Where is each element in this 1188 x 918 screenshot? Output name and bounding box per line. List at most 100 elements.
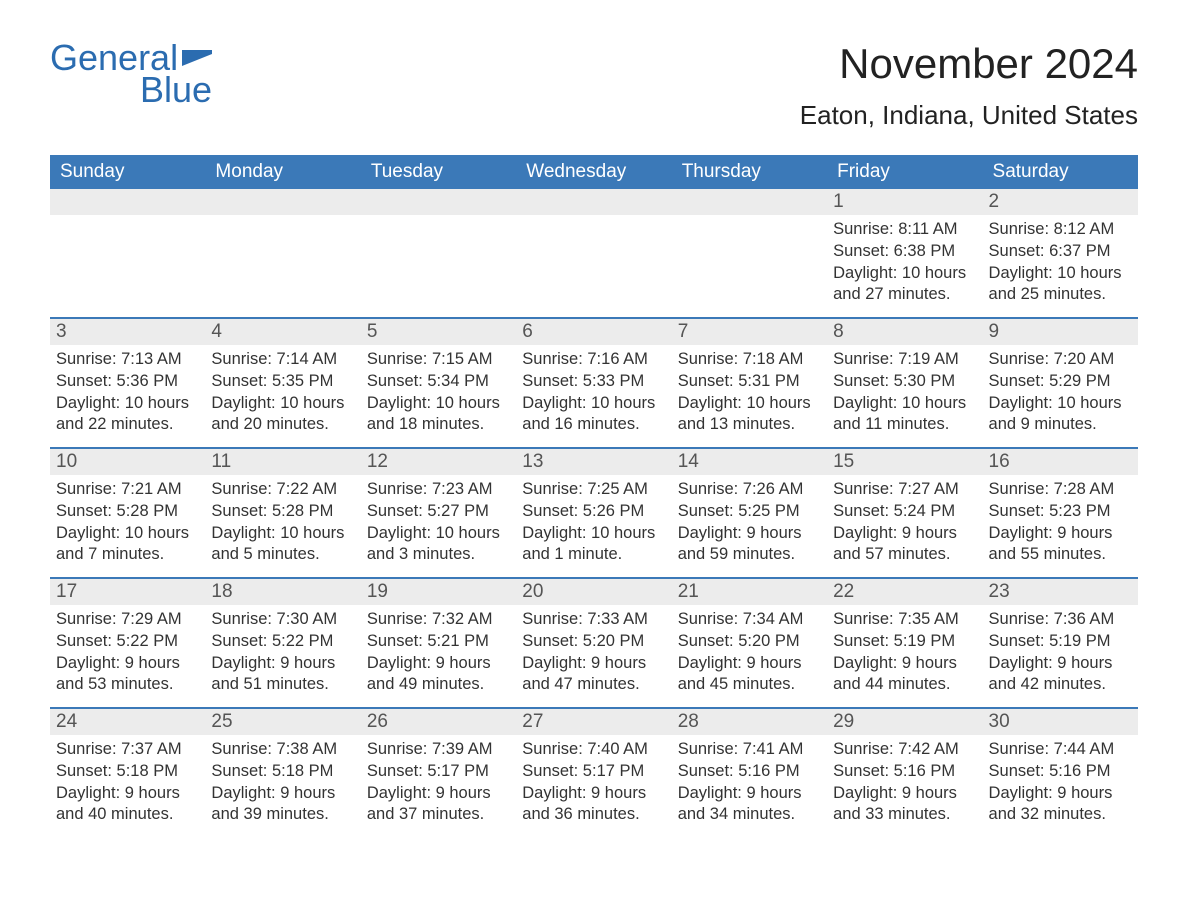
- sunrise-text: Sunrise: 8:11 AM: [833, 219, 976, 241]
- daylight-text: Daylight: 9 hours and 59 minutes.: [678, 523, 821, 567]
- sunrise-text: Sunrise: 7:25 AM: [522, 479, 665, 501]
- daylight-text: Daylight: 9 hours and 40 minutes.: [56, 783, 199, 827]
- sunrise-text: Sunrise: 7:23 AM: [367, 479, 510, 501]
- day-number: 11: [205, 449, 360, 475]
- sunset-text: Sunset: 5:29 PM: [989, 371, 1132, 393]
- day-body: Sunrise: 7:44 AMSunset: 5:16 PMDaylight:…: [983, 735, 1138, 834]
- day-cell: 10Sunrise: 7:21 AMSunset: 5:28 PMDayligh…: [50, 449, 205, 578]
- day-cell: 15Sunrise: 7:27 AMSunset: 5:24 PMDayligh…: [827, 449, 982, 578]
- daylight-text: Daylight: 9 hours and 51 minutes.: [211, 653, 354, 697]
- sunset-text: Sunset: 6:38 PM: [833, 241, 976, 263]
- sunrise-text: Sunrise: 7:27 AM: [833, 479, 976, 501]
- sunrise-text: Sunrise: 7:32 AM: [367, 609, 510, 631]
- sunset-text: Sunset: 5:18 PM: [211, 761, 354, 783]
- day-body: Sunrise: 7:23 AMSunset: 5:27 PMDaylight:…: [361, 475, 516, 574]
- day-cell: 12Sunrise: 7:23 AMSunset: 5:27 PMDayligh…: [361, 449, 516, 578]
- month-title: November 2024: [800, 40, 1138, 88]
- day-number: 14: [672, 449, 827, 475]
- sunrise-text: Sunrise: 7:35 AM: [833, 609, 976, 631]
- day-cell: 19Sunrise: 7:32 AMSunset: 5:21 PMDayligh…: [361, 579, 516, 708]
- daylight-text: Daylight: 10 hours and 11 minutes.: [833, 393, 976, 437]
- daylight-text: Daylight: 9 hours and 55 minutes.: [989, 523, 1132, 567]
- day-cell: 7Sunrise: 7:18 AMSunset: 5:31 PMDaylight…: [672, 319, 827, 448]
- sunset-text: Sunset: 5:30 PM: [833, 371, 976, 393]
- day-number: 4: [205, 319, 360, 345]
- day-cell: 24Sunrise: 7:37 AMSunset: 5:18 PMDayligh…: [50, 709, 205, 837]
- sunrise-text: Sunrise: 7:42 AM: [833, 739, 976, 761]
- daylight-text: Daylight: 10 hours and 9 minutes.: [989, 393, 1132, 437]
- day-body: [361, 215, 516, 227]
- day-cell: 5Sunrise: 7:15 AMSunset: 5:34 PMDaylight…: [361, 319, 516, 448]
- sunrise-text: Sunrise: 7:15 AM: [367, 349, 510, 371]
- day-body: Sunrise: 7:25 AMSunset: 5:26 PMDaylight:…: [516, 475, 671, 574]
- day-body: Sunrise: 7:26 AMSunset: 5:25 PMDaylight:…: [672, 475, 827, 574]
- sunrise-text: Sunrise: 7:26 AM: [678, 479, 821, 501]
- sunrise-text: Sunrise: 7:36 AM: [989, 609, 1132, 631]
- sunset-text: Sunset: 5:19 PM: [989, 631, 1132, 653]
- day-number: [361, 189, 516, 215]
- calendar-table: Sunday Monday Tuesday Wednesday Thursday…: [50, 155, 1138, 837]
- location: Eaton, Indiana, United States: [800, 100, 1138, 131]
- day-number: 26: [361, 709, 516, 735]
- week-row: 1Sunrise: 8:11 AMSunset: 6:38 PMDaylight…: [50, 189, 1138, 318]
- day-cell: 29Sunrise: 7:42 AMSunset: 5:16 PMDayligh…: [827, 709, 982, 837]
- day-cell: [516, 189, 671, 318]
- day-body: Sunrise: 8:12 AMSunset: 6:37 PMDaylight:…: [983, 215, 1138, 314]
- day-number: 1: [827, 189, 982, 215]
- day-number: [50, 189, 205, 215]
- day-body: Sunrise: 7:30 AMSunset: 5:22 PMDaylight:…: [205, 605, 360, 704]
- daylight-text: Daylight: 9 hours and 49 minutes.: [367, 653, 510, 697]
- daylight-text: Daylight: 9 hours and 33 minutes.: [833, 783, 976, 827]
- sunrise-text: Sunrise: 7:34 AM: [678, 609, 821, 631]
- sunset-text: Sunset: 5:19 PM: [833, 631, 976, 653]
- sunset-text: Sunset: 5:33 PM: [522, 371, 665, 393]
- sunset-text: Sunset: 5:18 PM: [56, 761, 199, 783]
- daylight-text: Daylight: 10 hours and 20 minutes.: [211, 393, 354, 437]
- day-cell: [361, 189, 516, 318]
- daylight-text: Daylight: 9 hours and 36 minutes.: [522, 783, 665, 827]
- sunset-text: Sunset: 5:20 PM: [522, 631, 665, 653]
- day-number: 20: [516, 579, 671, 605]
- day-body: Sunrise: 7:36 AMSunset: 5:19 PMDaylight:…: [983, 605, 1138, 704]
- day-cell: 22Sunrise: 7:35 AMSunset: 5:19 PMDayligh…: [827, 579, 982, 708]
- week-row: 10Sunrise: 7:21 AMSunset: 5:28 PMDayligh…: [50, 449, 1138, 578]
- sunset-text: Sunset: 5:24 PM: [833, 501, 976, 523]
- day-number: 21: [672, 579, 827, 605]
- sunset-text: Sunset: 5:25 PM: [678, 501, 821, 523]
- sunset-text: Sunset: 5:20 PM: [678, 631, 821, 653]
- day-cell: 25Sunrise: 7:38 AMSunset: 5:18 PMDayligh…: [205, 709, 360, 837]
- day-cell: 28Sunrise: 7:41 AMSunset: 5:16 PMDayligh…: [672, 709, 827, 837]
- day-header: Thursday: [672, 155, 827, 189]
- day-body: [50, 215, 205, 227]
- day-number: 3: [50, 319, 205, 345]
- sunset-text: Sunset: 5:23 PM: [989, 501, 1132, 523]
- daylight-text: Daylight: 9 hours and 44 minutes.: [833, 653, 976, 697]
- day-cell: 17Sunrise: 7:29 AMSunset: 5:22 PMDayligh…: [50, 579, 205, 708]
- sunrise-text: Sunrise: 7:21 AM: [56, 479, 199, 501]
- day-cell: [205, 189, 360, 318]
- daylight-text: Daylight: 10 hours and 1 minute.: [522, 523, 665, 567]
- sunset-text: Sunset: 5:22 PM: [211, 631, 354, 653]
- day-cell: 18Sunrise: 7:30 AMSunset: 5:22 PMDayligh…: [205, 579, 360, 708]
- logo: General Blue: [50, 40, 212, 108]
- sunrise-text: Sunrise: 7:33 AM: [522, 609, 665, 631]
- day-body: Sunrise: 7:18 AMSunset: 5:31 PMDaylight:…: [672, 345, 827, 444]
- day-body: [205, 215, 360, 227]
- sunrise-text: Sunrise: 7:39 AM: [367, 739, 510, 761]
- day-cell: 11Sunrise: 7:22 AMSunset: 5:28 PMDayligh…: [205, 449, 360, 578]
- daylight-text: Daylight: 10 hours and 22 minutes.: [56, 393, 199, 437]
- sunset-text: Sunset: 5:27 PM: [367, 501, 510, 523]
- daylight-text: Daylight: 10 hours and 25 minutes.: [989, 263, 1132, 307]
- week-row: 3Sunrise: 7:13 AMSunset: 5:36 PMDaylight…: [50, 319, 1138, 448]
- day-number: 30: [983, 709, 1138, 735]
- sunset-text: Sunset: 5:31 PM: [678, 371, 821, 393]
- sunset-text: Sunset: 5:16 PM: [833, 761, 976, 783]
- day-header: Sunday: [50, 155, 205, 189]
- day-body: Sunrise: 7:20 AMSunset: 5:29 PMDaylight:…: [983, 345, 1138, 444]
- day-cell: 27Sunrise: 7:40 AMSunset: 5:17 PMDayligh…: [516, 709, 671, 837]
- day-number: 8: [827, 319, 982, 345]
- sunrise-text: Sunrise: 7:44 AM: [989, 739, 1132, 761]
- day-body: Sunrise: 8:11 AMSunset: 6:38 PMDaylight:…: [827, 215, 982, 314]
- day-body: Sunrise: 7:13 AMSunset: 5:36 PMDaylight:…: [50, 345, 205, 444]
- sunrise-text: Sunrise: 7:40 AM: [522, 739, 665, 761]
